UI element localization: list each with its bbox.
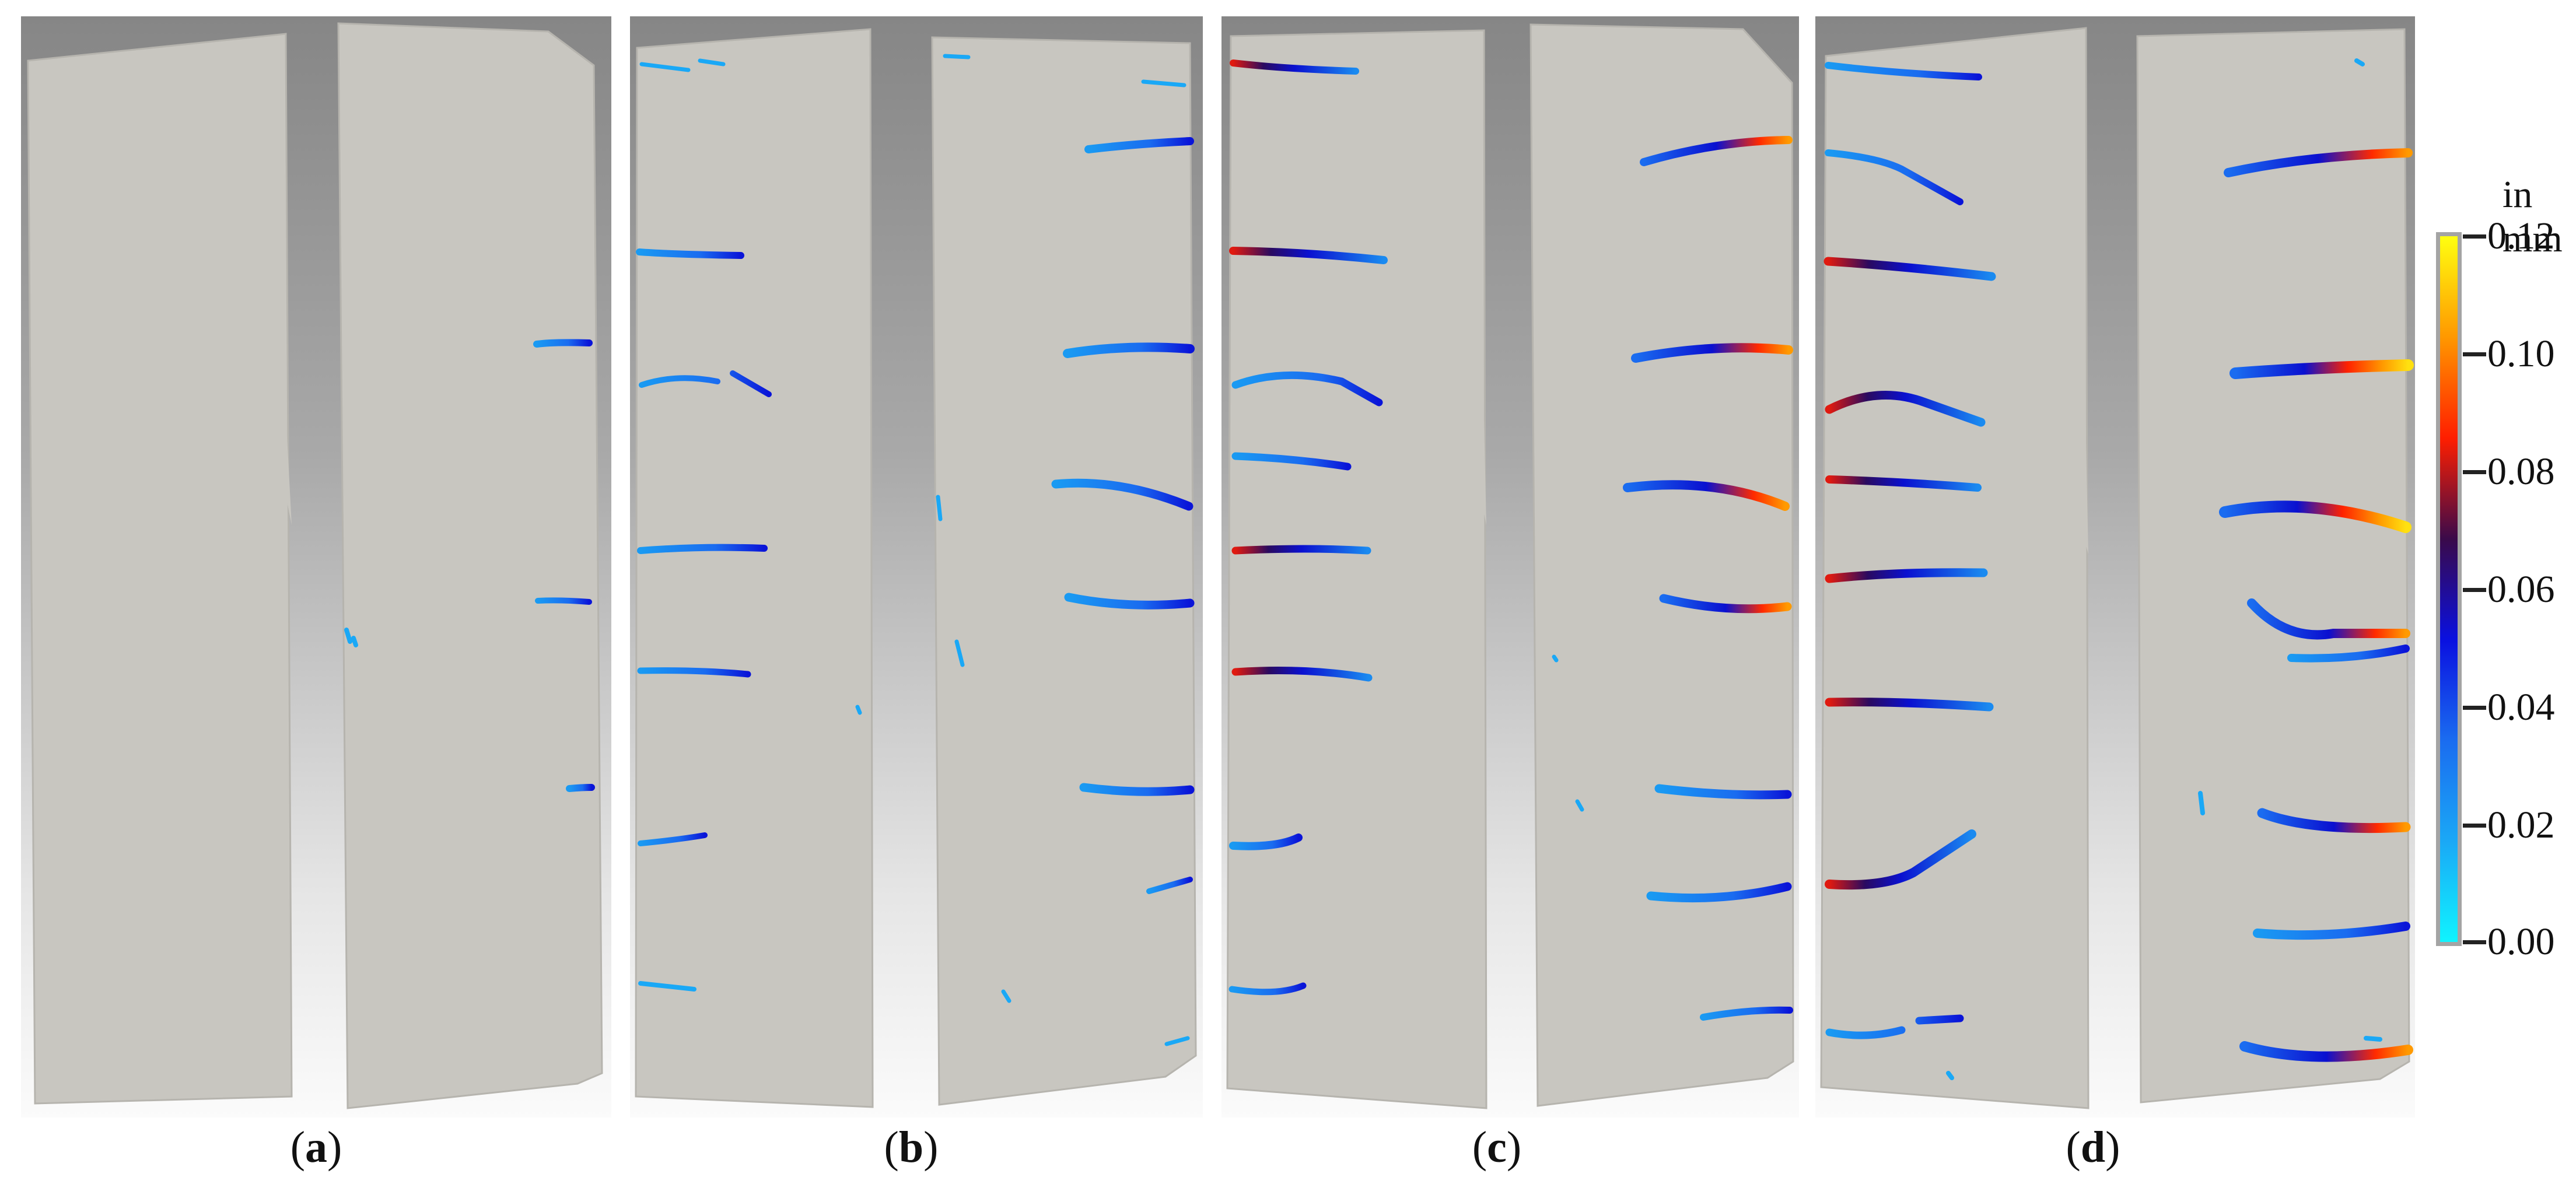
crack-d-l1	[1825, 62, 1982, 80]
specimen-a-right	[337, 22, 603, 1109]
crack-c-r4	[1659, 594, 1792, 614]
crack-c-l7	[1229, 833, 1303, 850]
crack-c-l8	[1228, 982, 1307, 996]
crack-a-2	[535, 597, 592, 605]
panel-label-d: (d)	[2066, 1123, 2120, 1172]
panel-d-specimens	[1820, 27, 2414, 1109]
panel-c-specimens	[1226, 23, 1794, 1109]
colorbar-tick	[2463, 234, 2486, 239]
crack-d-r6	[2257, 808, 2411, 833]
colorbar-unit-label: in mm	[2502, 173, 2563, 260]
crack-d-l8	[1825, 829, 1976, 890]
crack-d-l6	[1825, 568, 1988, 583]
crack-c-r3	[1623, 480, 1790, 511]
crack-d-l4	[1825, 391, 1986, 427]
specimen-d-right	[2136, 28, 2410, 1104]
panel-b-specimens	[635, 28, 1197, 1108]
crack-c-r7	[1700, 1006, 1793, 1021]
crack-b-l2	[639, 370, 772, 397]
crack-c-l4	[1231, 452, 1352, 471]
specimen-d-left	[1820, 27, 2090, 1109]
crack-b-l5	[638, 832, 708, 846]
crack-c-r6	[1646, 882, 1792, 903]
crack-d-r2	[2230, 359, 2414, 379]
crack-c-l2	[1229, 247, 1388, 264]
panel-label-c: (c)	[1472, 1123, 1522, 1172]
crack-a-3	[566, 784, 595, 792]
notch-c	[1477, 420, 1486, 525]
specimen-c-right	[1530, 23, 1794, 1107]
colorbar-tick-label: 0.08	[2487, 450, 2555, 493]
speckle-b	[639, 54, 1190, 1046]
specimen-a-left	[27, 33, 293, 1105]
notch-d	[2077, 443, 2088, 554]
colorbar-tick-label: 0.06	[2487, 568, 2555, 611]
crack-d-l9	[1825, 1014, 1964, 1039]
crack-d-r4	[2247, 598, 2410, 640]
crack-d-l2	[1825, 149, 1964, 205]
colorbar-tick	[2463, 706, 2486, 710]
crack-b-l1	[636, 248, 744, 259]
crack-b-l3	[637, 544, 768, 554]
crack-d-r1	[2224, 148, 2413, 177]
colorbar-tick-label: 0.10	[2487, 332, 2555, 375]
crack-c-l5	[1231, 545, 1371, 555]
crack-d-r7	[2253, 922, 2410, 940]
notch-a	[280, 414, 292, 525]
crack-d-l5	[1825, 475, 1982, 492]
colorbar-tick-label: 0.00	[2487, 920, 2555, 963]
crack-c-l1	[1230, 59, 1359, 75]
colorbar-tick	[2463, 588, 2486, 592]
specimen-b-left	[635, 28, 874, 1108]
crack-b-l6	[638, 981, 696, 992]
colorbar-tick	[2463, 352, 2486, 356]
crack-b-r1	[1084, 137, 1194, 153]
panel-label-b: (b)	[884, 1123, 939, 1172]
panel-a-specimens	[27, 22, 603, 1109]
speckle-d	[1946, 58, 2382, 1080]
colorbar-tick-label: 0.04	[2487, 686, 2555, 728]
colorbar-tick-label: 0.12	[2487, 215, 2555, 257]
crack-b-r3	[1051, 478, 1194, 511]
crack-a-1	[533, 339, 593, 348]
panel-label-a: (a)	[290, 1123, 342, 1172]
crack-c-l3	[1231, 371, 1383, 407]
crack-d-r8	[2239, 1041, 2413, 1062]
speckle-c	[1552, 654, 1584, 812]
crack-d-l7	[1825, 698, 1994, 712]
crack-c-r5	[1654, 784, 1792, 800]
specimen-b-right	[931, 36, 1197, 1106]
colorbar-tick-label: 0.02	[2487, 804, 2555, 846]
colorbar-tick	[2463, 940, 2486, 944]
speckle-a	[344, 628, 358, 647]
crack-b-r4	[1064, 593, 1195, 609]
crack-b-r6	[1146, 877, 1193, 894]
colorbar-tick	[2463, 470, 2486, 474]
crack-c-l6	[1231, 667, 1373, 682]
specimen-c-left	[1226, 29, 1488, 1109]
crack-c-r1	[1640, 136, 1793, 166]
crack-d-r5	[2287, 644, 2410, 663]
crack-d-l3	[1824, 257, 1996, 281]
crack-c-r2	[1631, 343, 1793, 363]
crack-b-r2	[1063, 342, 1195, 358]
colorbar	[2436, 232, 2462, 946]
crack-b-l4	[637, 667, 751, 678]
colorbar-tick	[2463, 824, 2486, 828]
crack-b-r5	[1079, 783, 1195, 796]
crack-d-r3	[2219, 500, 2412, 533]
